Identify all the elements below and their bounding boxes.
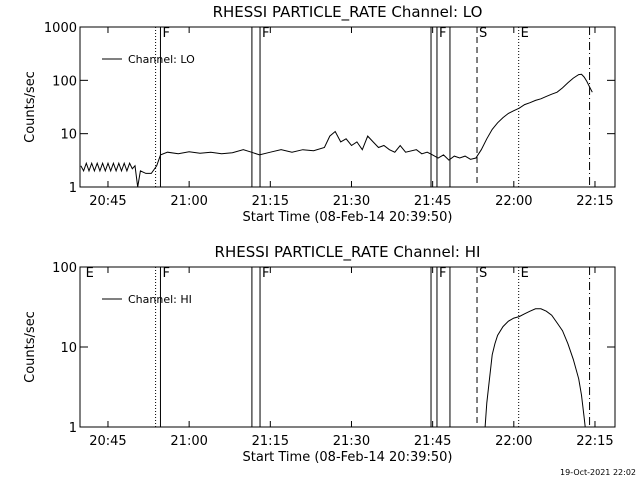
event-label: S — [479, 26, 487, 41]
event-label: F — [262, 26, 269, 41]
event-label: F — [439, 26, 446, 41]
y-tick-label: 10 — [60, 341, 77, 356]
data-line — [484, 308, 586, 428]
legend-label: Channel: LO — [128, 53, 195, 66]
event-label: F — [162, 266, 169, 281]
x-tick-label: 22:00 — [495, 434, 532, 449]
x-tick-label: 21:00 — [170, 434, 207, 449]
event-label: F — [162, 26, 169, 41]
chart-title: RHESSI PARTICLE_RATE Channel: HI — [215, 243, 481, 262]
event-label: S — [479, 266, 487, 281]
x-tick-label: 21:45 — [414, 434, 451, 449]
x-tick-label: 21:30 — [333, 434, 370, 449]
event-label: F — [439, 266, 446, 281]
x-tick-label: 20:45 — [89, 434, 126, 449]
event-label: F — [262, 266, 269, 281]
x-tick-label: 21:15 — [252, 194, 289, 209]
event-label: E — [521, 266, 529, 281]
footer: 19-Oct-2021 22:02 — [560, 468, 636, 477]
y-tick-label: 100 — [52, 261, 77, 276]
chart-title: RHESSI PARTICLE_RATE Channel: LO — [213, 3, 483, 22]
plot-frame — [79, 26, 616, 188]
y-tick-label: 1 — [69, 421, 77, 436]
x-tick-label: 21:00 — [170, 194, 207, 209]
y-tick-label: 1 — [69, 181, 77, 196]
y-axis-label: Counts/sec — [23, 311, 38, 383]
event-label: E — [521, 26, 529, 41]
x-tick-label: 21:15 — [252, 434, 289, 449]
y-tick-label: 100 — [52, 74, 77, 89]
x-axis-label: Start Time (08-Feb-14 20:39:50) — [243, 450, 453, 465]
legend-label: Channel: HI — [128, 293, 192, 306]
y-tick-label: 1000 — [44, 21, 77, 36]
x-tick-label: 22:00 — [495, 194, 532, 209]
data-line — [80, 73, 593, 188]
y-axis-label: Counts/sec — [23, 71, 38, 143]
x-axis-label: Start Time (08-Feb-14 20:39:50) — [243, 210, 453, 225]
x-tick-label: 21:30 — [333, 194, 370, 209]
event-label: E — [86, 266, 94, 281]
y-tick-label: 10 — [60, 128, 77, 143]
x-tick-label: 22:15 — [576, 194, 613, 209]
x-tick-label: 21:45 — [414, 194, 451, 209]
x-tick-label: 20:45 — [89, 194, 126, 209]
x-tick-label: 22:15 — [576, 434, 613, 449]
